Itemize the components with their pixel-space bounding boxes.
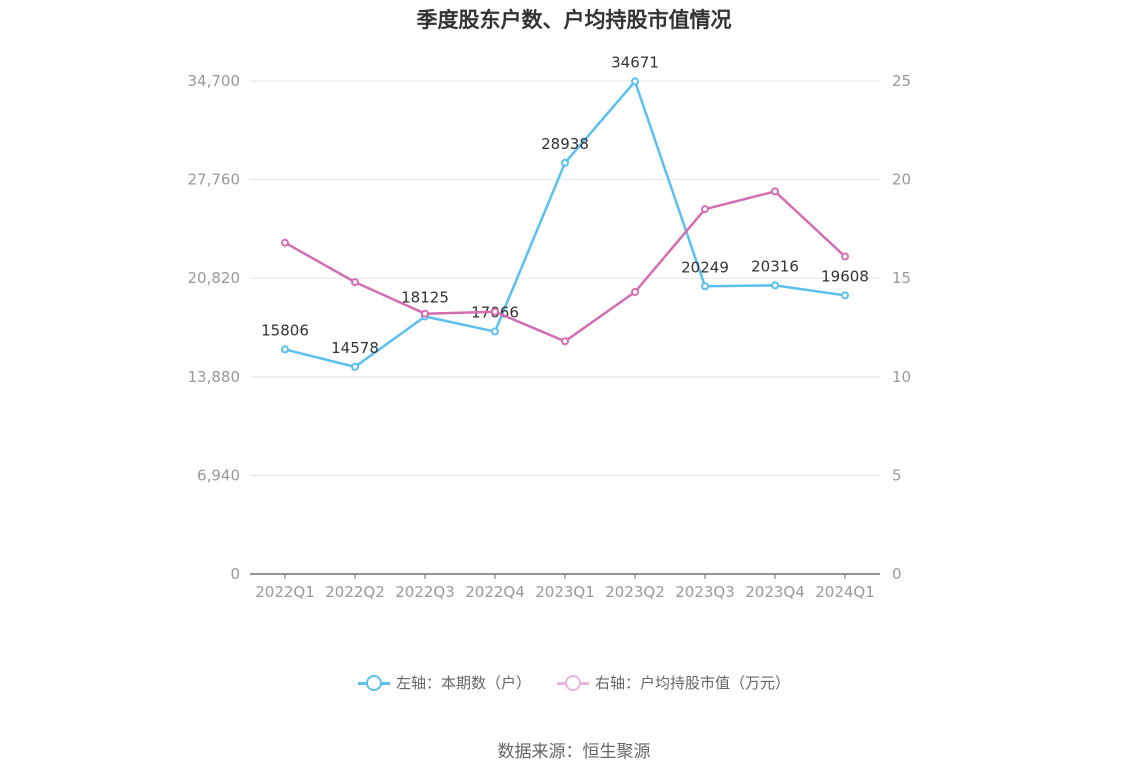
y-right-tick-label: 10 (892, 368, 911, 386)
y-left-tick-label: 20,820 (188, 269, 241, 287)
y-right-tick-label: 25 (892, 72, 911, 90)
x-tick-label: 2023Q4 (745, 583, 805, 601)
x-tick-label: 2023Q2 (605, 583, 665, 601)
legend: 左轴：本期数（户） 右轴：户均持股市值（万元） (0, 672, 1148, 693)
y-right-tick-label: 15 (892, 269, 911, 287)
x-tick-label: 2023Q3 (675, 583, 735, 601)
data-point-right (351, 278, 359, 287)
data-point-right (491, 307, 499, 316)
data-point-left (281, 345, 289, 354)
data-point-left (491, 327, 499, 336)
data-point-right (701, 205, 709, 214)
data-point-left (771, 281, 779, 290)
y-right-tick-label: 0 (892, 565, 902, 583)
y-left-tick-label: 0 (230, 565, 240, 583)
data-point-left (841, 291, 849, 300)
data-point-left (631, 77, 639, 86)
x-tick-label: 2024Q1 (815, 583, 875, 601)
data-point-left (701, 282, 709, 291)
series-line-left (284, 80, 846, 369)
y-left-tick-label: 34,700 (188, 72, 241, 90)
data-point-right (771, 187, 779, 196)
x-tick-label: 2023Q1 (535, 583, 595, 601)
data-label: 28938 (541, 135, 589, 153)
data-label: 15806 (261, 321, 309, 339)
data-point-right (631, 288, 639, 297)
data-point-right (421, 309, 429, 318)
y-left-tick-label: 27,760 (188, 171, 241, 189)
data-label: 20249 (681, 258, 729, 276)
y-left-tick-label: 13,880 (188, 368, 241, 386)
legend-label-left: 左轴：本期数（户） (395, 674, 531, 692)
data-point-right (281, 238, 289, 247)
data-point-right (561, 337, 569, 346)
legend-label-right: 右轴：户均持股市值（万元） (595, 674, 791, 692)
data-point-right (841, 252, 849, 261)
y-right-tick-label: 20 (892, 171, 911, 189)
y-left-tick-label: 6,940 (197, 466, 240, 484)
x-tick-label: 2022Q4 (465, 583, 525, 601)
legend-item-right[interactable]: 右轴：户均持股市值（万元） (557, 672, 790, 693)
data-label: 20316 (751, 257, 799, 275)
x-tick-label: 2022Q2 (325, 583, 385, 601)
y-right-tick-label: 5 (892, 466, 902, 484)
data-label: 18125 (401, 288, 449, 306)
legend-swatch-left (357, 674, 390, 691)
x-tick-label: 2022Q3 (395, 583, 455, 601)
data-point-left (561, 158, 569, 167)
source-note: 数据来源：恒生聚源 (497, 742, 651, 762)
chart-title: 季度股东户数、户均持股市值情况 (416, 8, 732, 32)
legend-swatch-right (557, 674, 589, 691)
data-label: 19608 (821, 267, 869, 285)
legend-item-left[interactable]: 左轴：本期数（户） (357, 672, 531, 693)
data-point-left (351, 362, 359, 371)
data-label: 34671 (611, 53, 659, 71)
x-tick-label: 2022Q1 (255, 583, 315, 601)
data-label: 14578 (331, 339, 379, 357)
